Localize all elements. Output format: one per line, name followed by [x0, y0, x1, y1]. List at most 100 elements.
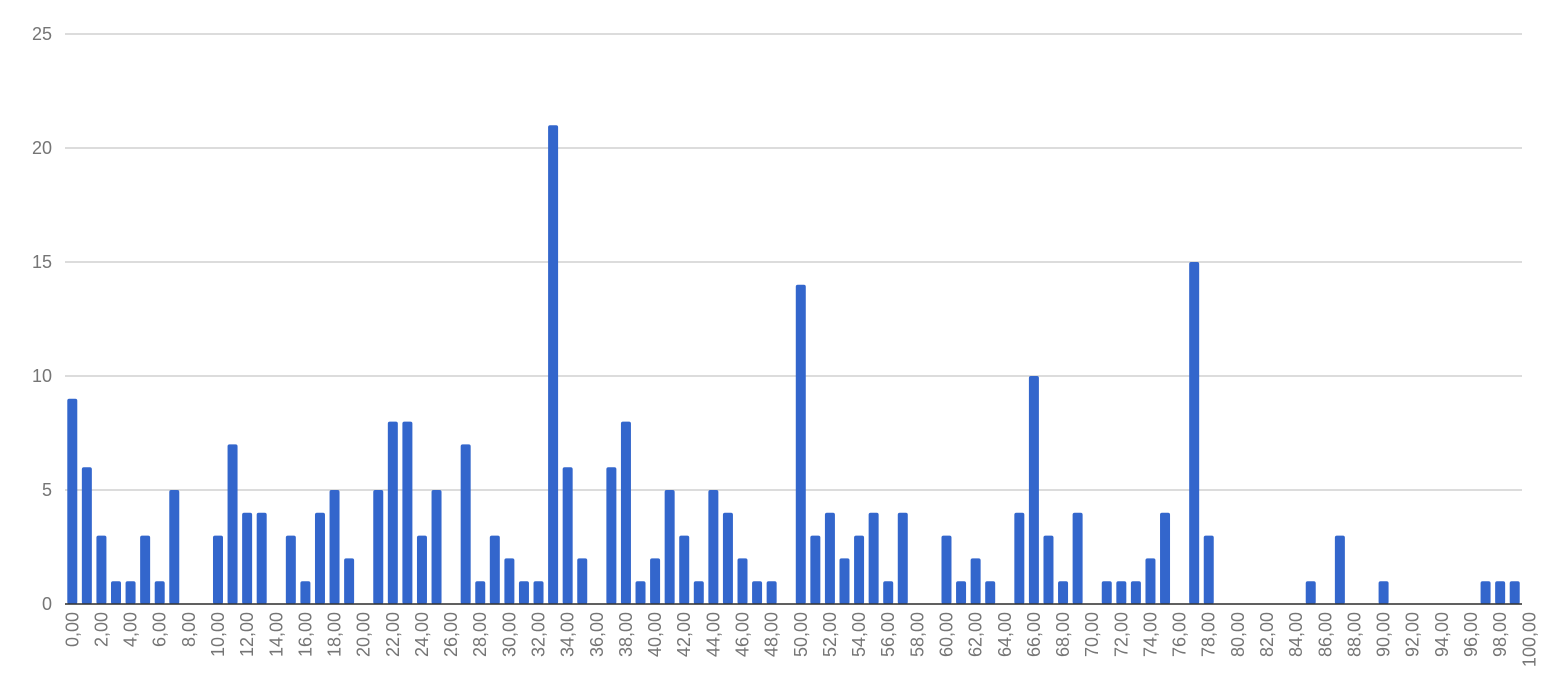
bar	[460, 444, 471, 604]
bar	[314, 512, 325, 604]
bar	[722, 512, 733, 604]
x-tick-label: 50,00	[791, 612, 811, 657]
bar	[1145, 558, 1156, 604]
x-tick-label: 86,00	[1315, 612, 1335, 657]
x-tick-label: 18,00	[325, 612, 345, 657]
bar	[1014, 512, 1025, 604]
bar	[242, 512, 253, 604]
x-tick-label: 82,00	[1257, 612, 1277, 657]
x-tick-label: 80,00	[1228, 612, 1248, 657]
x-tick-label: 30,00	[499, 612, 519, 657]
bar	[620, 421, 631, 604]
x-tick-label: 92,00	[1403, 612, 1423, 657]
bar	[475, 581, 486, 604]
bar	[125, 581, 136, 604]
x-tick-label: 84,00	[1286, 612, 1306, 657]
x-tick-label: 2,00	[91, 612, 111, 647]
x-tick-label: 36,00	[587, 612, 607, 657]
bar	[548, 125, 559, 604]
bar	[1130, 581, 1141, 604]
bar	[1305, 581, 1316, 604]
bar	[795, 284, 806, 604]
x-tick-label: 44,00	[703, 612, 723, 657]
x-tick-label: 72,00	[1111, 612, 1131, 657]
bar	[67, 398, 78, 604]
bar	[1189, 262, 1200, 604]
x-tick-label: 12,00	[237, 612, 257, 657]
x-tick-label: 74,00	[1140, 612, 1160, 657]
bar	[766, 581, 777, 604]
bar	[154, 581, 165, 604]
bar	[227, 444, 238, 604]
bar	[970, 558, 981, 604]
bar	[737, 558, 748, 604]
bar	[650, 558, 661, 604]
x-tick-label: 56,00	[878, 612, 898, 657]
x-tick-label: 14,00	[266, 612, 286, 657]
x-tick-label: 0,00	[62, 612, 82, 647]
x-tick-label: 42,00	[674, 612, 694, 657]
bar	[373, 490, 384, 604]
bar	[1116, 581, 1127, 604]
bar	[839, 558, 850, 604]
bar	[140, 535, 151, 604]
x-tick-label: 48,00	[762, 612, 782, 657]
bar	[1028, 376, 1039, 604]
x-tick-label: 22,00	[383, 612, 403, 657]
y-tick-label: 5	[42, 480, 52, 500]
x-tick-label: 52,00	[820, 612, 840, 657]
x-tick-label: 28,00	[470, 612, 490, 657]
x-tick-label: 78,00	[1199, 612, 1219, 657]
bar	[431, 490, 442, 604]
bar	[577, 558, 588, 604]
bar	[810, 535, 821, 604]
x-tick-label: 58,00	[907, 612, 927, 657]
x-tick-label: 70,00	[1082, 612, 1102, 657]
x-tick-label: 38,00	[616, 612, 636, 657]
x-tick-label: 46,00	[733, 612, 753, 657]
bar	[212, 535, 223, 604]
y-tick-label: 25	[32, 24, 52, 44]
x-tick-label: 6,00	[150, 612, 170, 647]
bar	[562, 467, 573, 604]
bar	[1378, 581, 1389, 604]
bar	[664, 490, 675, 604]
bar	[1043, 535, 1054, 604]
x-tick-label: 98,00	[1490, 612, 1510, 657]
bar	[300, 581, 311, 604]
bar	[169, 490, 180, 604]
bar	[387, 421, 398, 604]
x-tick-label: 88,00	[1344, 612, 1364, 657]
bar	[1495, 581, 1506, 604]
bar	[402, 421, 413, 604]
x-tick-label: 94,00	[1432, 612, 1452, 657]
bar	[1334, 535, 1345, 604]
bar	[824, 512, 835, 604]
x-tick-label: 40,00	[645, 612, 665, 657]
bar	[883, 581, 894, 604]
x-tick-label: 54,00	[849, 612, 869, 657]
bar	[81, 467, 92, 604]
x-tick-label: 20,00	[354, 612, 374, 657]
x-tick-label: 8,00	[179, 612, 199, 647]
bar	[1058, 581, 1069, 604]
x-tick-label: 24,00	[412, 612, 432, 657]
bar	[285, 535, 296, 604]
x-tick-label: 96,00	[1461, 612, 1481, 657]
bar	[679, 535, 690, 604]
bar	[693, 581, 704, 604]
bar	[1160, 512, 1171, 604]
x-tick-label: 64,00	[995, 612, 1015, 657]
bar	[533, 581, 544, 604]
bar	[110, 581, 121, 604]
bar	[329, 490, 340, 604]
x-tick-label: 100,00	[1519, 612, 1539, 667]
x-tick-label: 16,00	[295, 612, 315, 657]
bar	[752, 581, 763, 604]
x-tick-label: 60,00	[936, 612, 956, 657]
bar	[96, 535, 107, 604]
bar	[854, 535, 865, 604]
bar	[518, 581, 529, 604]
x-tick-label: 26,00	[441, 612, 461, 657]
bar	[504, 558, 515, 604]
